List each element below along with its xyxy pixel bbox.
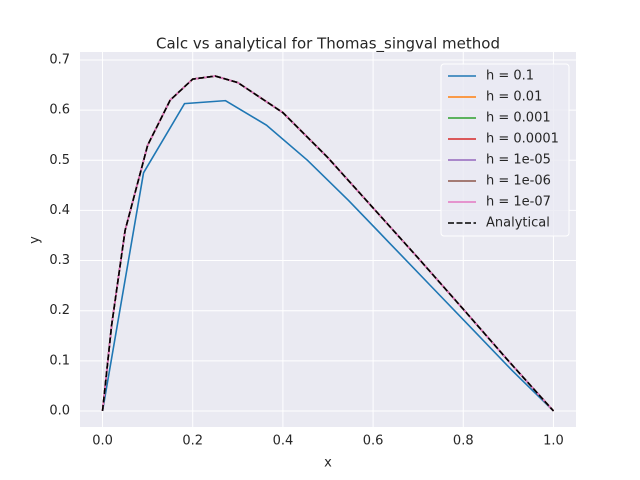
x-tick-label: 0.0 — [92, 434, 113, 449]
y-tick-label: 0.1 — [49, 353, 70, 368]
legend-label: h = 1e-06 — [486, 174, 551, 189]
legend-label: h = 0.0001 — [486, 132, 559, 147]
legend-box — [440, 63, 570, 237]
x-tick-label: 0.2 — [182, 434, 203, 449]
y-tick-label: 0.5 — [49, 153, 70, 168]
x-tick-label: 0.4 — [273, 434, 294, 449]
chart-title: Calc vs analytical for Thomas_singval me… — [156, 35, 500, 54]
y-tick-label: 0.4 — [49, 203, 70, 218]
y-tick-label: 0.3 — [49, 253, 70, 268]
legend-label: h = 1e-07 — [486, 195, 551, 210]
x-tick-label: 0.6 — [363, 434, 384, 449]
legend-label: h = 0.01 — [486, 90, 542, 105]
legend: h = 0.1 h = 0.01 h = 0.001 h = 0.0001 h = 1e… — [440, 63, 570, 237]
y-tick-label: 0.2 — [49, 303, 70, 318]
series-line — [101, 99, 555, 412]
x-tick-label: 0.8 — [453, 434, 474, 449]
x-axis-label: x — [324, 456, 332, 471]
y-tick-label: 0.6 — [49, 103, 70, 118]
y-axis-label: y — [28, 236, 43, 244]
legend-label: Analytical — [486, 216, 550, 231]
lines — [101, 75, 555, 412]
legend-label: h = 0.1 — [486, 69, 534, 84]
legend-label: h = 0.001 — [486, 111, 551, 126]
y-tick-label: 0.0 — [49, 403, 70, 418]
x-tick-label: 1.0 — [543, 434, 564, 449]
legend-label: h = 1e-05 — [486, 153, 551, 168]
y-tick-label: 0.7 — [49, 53, 70, 68]
series-line — [101, 75, 555, 412]
